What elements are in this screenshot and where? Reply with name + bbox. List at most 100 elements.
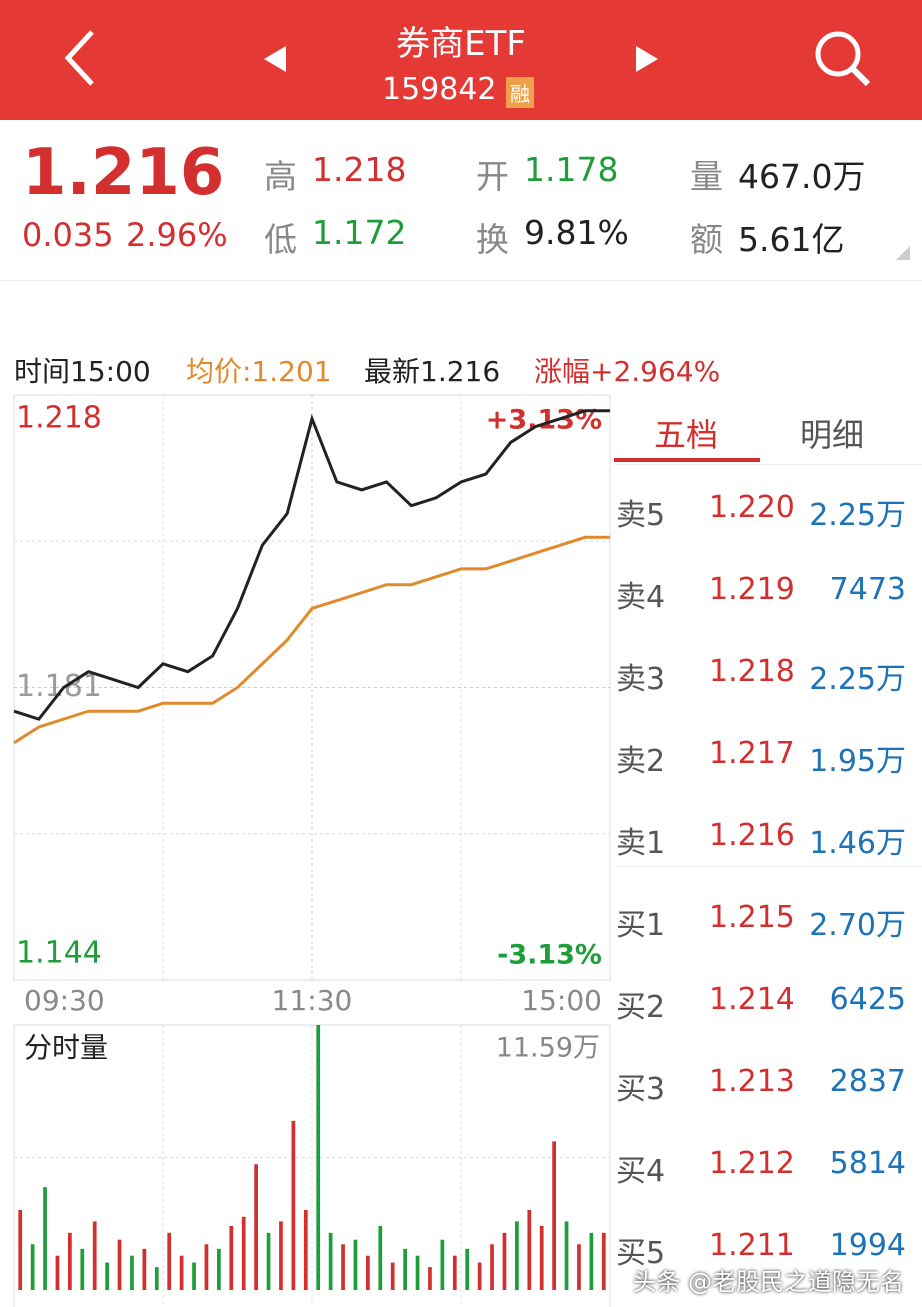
level: 买2 [616,990,666,1025]
divider [614,866,922,867]
divider [0,280,922,281]
x-tick-label: 09:30 [24,984,105,1017]
volume-bar [117,1239,122,1290]
volume-bar [452,1255,457,1290]
level-price: 1.219 [709,572,795,607]
y2-tick-label: +3.13% [486,405,602,436]
stat-value: 9.81% [524,213,629,252]
volume-bar [142,1248,147,1290]
prev-button[interactable] [262,44,288,74]
level-volume: 6425 [829,982,906,1017]
stat-label: 高 [264,157,297,196]
level: 买1 [616,908,666,943]
level-volume: 1.95万 [809,744,906,779]
volume-bar [192,1262,196,1290]
level-price: 1.220 [709,490,795,525]
stat-value: 5.61亿 [738,220,845,259]
badge: 融 [506,77,534,108]
stat-value: 1.178 [524,150,619,189]
volume-bar [378,1225,383,1290]
level-volume: 2.70万 [809,908,906,943]
volume-bar [105,1262,109,1290]
code: 159842 [382,72,497,107]
volume-bar [43,1187,47,1290]
volume-bar [353,1239,358,1290]
level-price: 1.217 [709,736,795,771]
volume-bar [55,1255,60,1290]
level-volume: 1994 [829,1228,906,1263]
level: 买4 [616,1154,666,1189]
volume-bar [241,1216,246,1290]
volume-bar [477,1262,482,1290]
volume-bar [254,1164,258,1290]
volume-bar [18,1209,23,1290]
price-line [13,535,610,745]
tab-underline [614,458,760,462]
x-tick-label: 11:30 [272,984,353,1017]
stat-label: 额 [690,220,723,259]
change-pct: 2.96% [126,216,228,254]
volume-bar [30,1244,35,1290]
volume-bar [539,1225,544,1290]
level-volume: 2.25万 [809,662,906,697]
watermark: 头条 @老股民之道隐无名 [632,1268,904,1296]
chart-title: 分时量 [24,1031,108,1064]
volume-bar [502,1232,507,1290]
volume-bar [415,1255,420,1290]
stat-value: 1.218 [312,150,407,189]
stat-label: 量 [690,157,723,196]
volume-bar [527,1209,532,1290]
volume-bar [316,1025,321,1290]
tab[interactable]: 五档 [654,416,719,454]
volume-bar [515,1221,519,1290]
y-tick-label: 1.218 [16,401,102,436]
volume-bar [68,1232,72,1290]
volume-bar [577,1244,581,1290]
volume-bar [291,1120,296,1290]
level-volume: 5814 [829,1146,906,1181]
x-tick-label: 15:00 [521,984,602,1017]
volume-bar [601,1232,606,1290]
volume-bar [328,1232,333,1290]
search-button[interactable] [812,28,872,88]
volume-bar [167,1232,172,1290]
y-tick-label: 1.181 [16,669,102,704]
stat-label: 开 [476,157,509,196]
level: 卖5 [616,498,666,533]
level: 卖4 [616,580,666,615]
expand-icon[interactable] [896,246,910,260]
next-button[interactable] [634,44,660,74]
stat-label: 低 [264,220,297,259]
volume-bar [179,1255,184,1290]
level-volume: 2.25万 [809,498,906,533]
level-price: 1.211 [709,1228,795,1263]
level-price: 1.215 [709,900,795,935]
level-price: 1.212 [709,1146,795,1181]
info-time: 时间15:00 [14,355,151,388]
stat-label: 换 [476,220,509,259]
volume-bar [130,1255,134,1290]
price: 1.216 [22,136,225,210]
level-volume: 2837 [829,1064,906,1099]
volume-bar [552,1141,556,1290]
volume-bar [303,1209,308,1290]
price-line [13,409,610,721]
volume-bar [390,1262,395,1290]
volume-bar [92,1221,97,1290]
volume-bar [403,1248,407,1290]
level-volume: 7473 [829,572,906,607]
change: 0.035 [22,216,114,254]
tab[interactable]: 明细 [800,416,865,454]
level-price: 1.213 [709,1064,795,1099]
info-change: 涨幅+2.964% [534,355,721,388]
header: 券商ETF 159842 融 [0,0,922,120]
level: 买3 [616,1072,666,1107]
y2-tick-label: -3.13% [497,940,602,971]
divider [614,464,922,465]
back-button[interactable] [60,28,100,88]
volume-bar [266,1232,271,1290]
volume-bar [154,1267,159,1290]
volume-bar [465,1248,470,1290]
